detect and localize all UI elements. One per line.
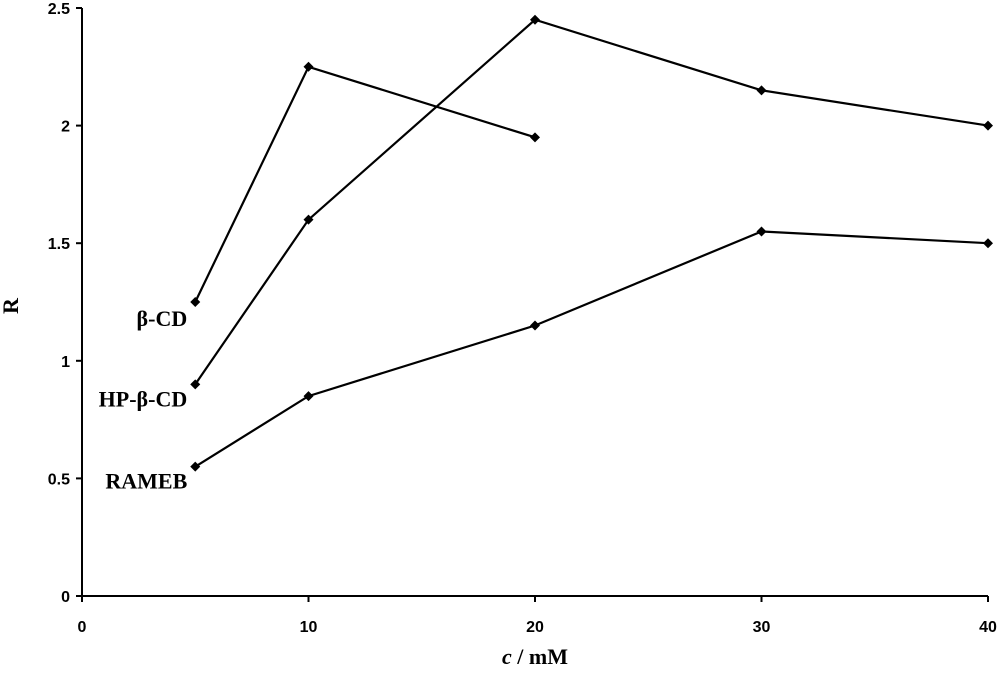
x-ticks: 0 10 20 30 40 (78, 596, 997, 636)
series-line-0 (194, 65, 536, 303)
x-tick-label: 0 (78, 619, 87, 636)
series-line-2 (194, 230, 989, 468)
y-tick-label: 2.5 (48, 1, 70, 18)
x-tick-label: 30 (753, 619, 771, 636)
series-marker (756, 85, 767, 96)
y-axis-title: R (0, 297, 23, 314)
x-tick-label: 20 (526, 619, 544, 636)
series-group (190, 14, 993, 472)
y-tick-label: 0.5 (48, 471, 70, 488)
y-tick-label: 1 (61, 354, 70, 371)
x-axis-title: c / mM (502, 644, 568, 669)
series-marker (303, 61, 314, 72)
series-marker (190, 379, 201, 390)
series-marker (756, 226, 767, 237)
x-axis-title-unit: / mM (512, 644, 568, 669)
y-tick-label: 1.5 (48, 236, 70, 253)
y-ticks: 0 0.5 1 1.5 2 2.5 (48, 1, 82, 606)
x-tick-label: 40 (979, 619, 997, 636)
series-marker (983, 120, 993, 131)
x-axis-title-variable: c (502, 644, 512, 669)
series-marker (530, 320, 540, 331)
y-tick-label: 0 (61, 589, 70, 606)
series-labels: β-CD HP-β-CD RAMEB (99, 306, 188, 494)
series-label: HP-β-CD (99, 386, 188, 411)
series-label: RAMEB (105, 469, 187, 494)
series-marker (190, 461, 201, 472)
axes (81, 8, 988, 597)
series-marker (983, 238, 993, 249)
y-tick-label: 2 (61, 119, 70, 136)
series-marker (303, 214, 314, 225)
series-line-1 (194, 18, 989, 385)
series-marker (303, 391, 314, 402)
series-marker (530, 132, 540, 143)
series-label: β-CD (137, 306, 188, 331)
series-marker (190, 297, 201, 307)
x-tick-label: 10 (300, 619, 318, 636)
series-marker (530, 14, 540, 25)
